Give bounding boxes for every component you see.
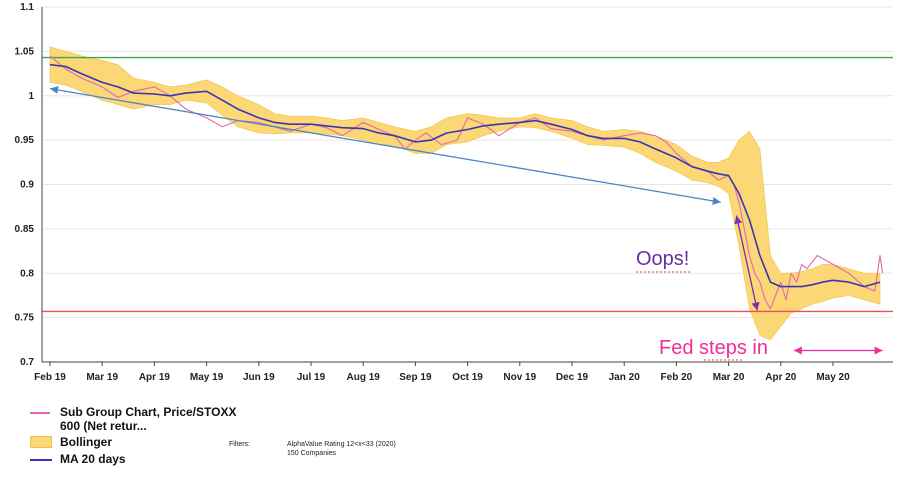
arrow-head-end-1: [751, 301, 760, 311]
bollinger-band-layer: [49, 46, 881, 341]
legend-swatch-bollinger: [30, 436, 52, 448]
bollinger-band: [49, 46, 881, 341]
annotation-arrows: [49, 86, 883, 355]
legend-label-ma: MA 20 days: [60, 452, 126, 466]
filters-key: Filters:: [229, 441, 250, 448]
arrow-head-start-1: [734, 215, 743, 225]
legend-label-bollinger: Bollinger: [60, 435, 113, 449]
y-tick-label: 1: [28, 91, 34, 102]
x-tick-label: Jan 20: [609, 372, 641, 383]
x-tick-label: Mar 19: [86, 372, 118, 383]
x-tick-label: Feb 20: [661, 372, 693, 383]
annotation-fed-steps-in: Fed steps in: [659, 337, 768, 359]
arrow-line-1: [735, 215, 758, 311]
series-price-line: [49, 55, 884, 310]
x-tick-label: May 20: [816, 372, 850, 383]
x-tick-label: Oct 19: [452, 372, 483, 383]
y-tick-label: 0.85: [15, 224, 35, 235]
axes: 0.7 0.75 0.8 0.85 0.9 0.95 1 1.05 1.1 Feb 19 Mar 1…: [15, 2, 893, 383]
chart-area: 0.7 0.75 0.8 0.85 0.9 0.95 1 1.05 1.1 Feb 19 Mar 1…: [15, 2, 893, 383]
legend-swatch-price: [30, 412, 50, 414]
x-tick-label: May 19: [190, 372, 224, 383]
x-tick-label: Jun 19: [243, 372, 275, 383]
y-tick-label: 0.8: [20, 268, 34, 279]
reference-lines: [42, 56, 893, 313]
legend-label-price-line2: 600 (Net retur...: [60, 419, 147, 433]
arrow-head-start-0: [50, 86, 59, 94]
x-tick-label: Jul 19: [297, 372, 326, 383]
arrow-line-0: [49, 88, 721, 203]
x-tick-label: Apr 20: [765, 372, 797, 383]
x-tick-label: Apr 19: [139, 372, 171, 383]
arrow-head-end-2: [874, 346, 883, 355]
filters-line2: 150 Companies: [287, 450, 337, 457]
x-tick-label: Feb 19: [34, 372, 66, 383]
x-tick-label: Sep 19: [399, 372, 432, 383]
y-tick-label: 1.05: [15, 46, 35, 57]
x-tick-label: Dec 19: [556, 372, 589, 383]
filters-note: Filters: AlphaValue Rating 12<x<33 (2020)…: [229, 440, 396, 458]
y-tick-label: 0.9: [20, 180, 34, 191]
y-tick-label: 0.75: [15, 313, 35, 324]
filters-line1: AlphaValue Rating 12<x<33 (2020): [287, 441, 396, 448]
x-tick-label: Mar 20: [713, 372, 745, 383]
y-tick-label: 1.1: [20, 2, 34, 13]
x-tick-label: Nov 19: [503, 372, 536, 383]
arrow-head-start-2: [793, 346, 802, 355]
y-tick-label: 0.7: [20, 357, 34, 368]
y-tick-label: 0.95: [15, 135, 35, 146]
series-layer: [49, 55, 884, 310]
annotation-oops: Oops!: [636, 248, 689, 270]
arrow-head-end-0: [712, 196, 721, 205]
x-tick-label: Aug 19: [347, 372, 381, 383]
series-ma-line: [49, 63, 881, 288]
legend-swatch-ma: [30, 459, 52, 461]
legend-label-price-line1: Sub Group Chart, Price/STOXX: [60, 405, 237, 419]
